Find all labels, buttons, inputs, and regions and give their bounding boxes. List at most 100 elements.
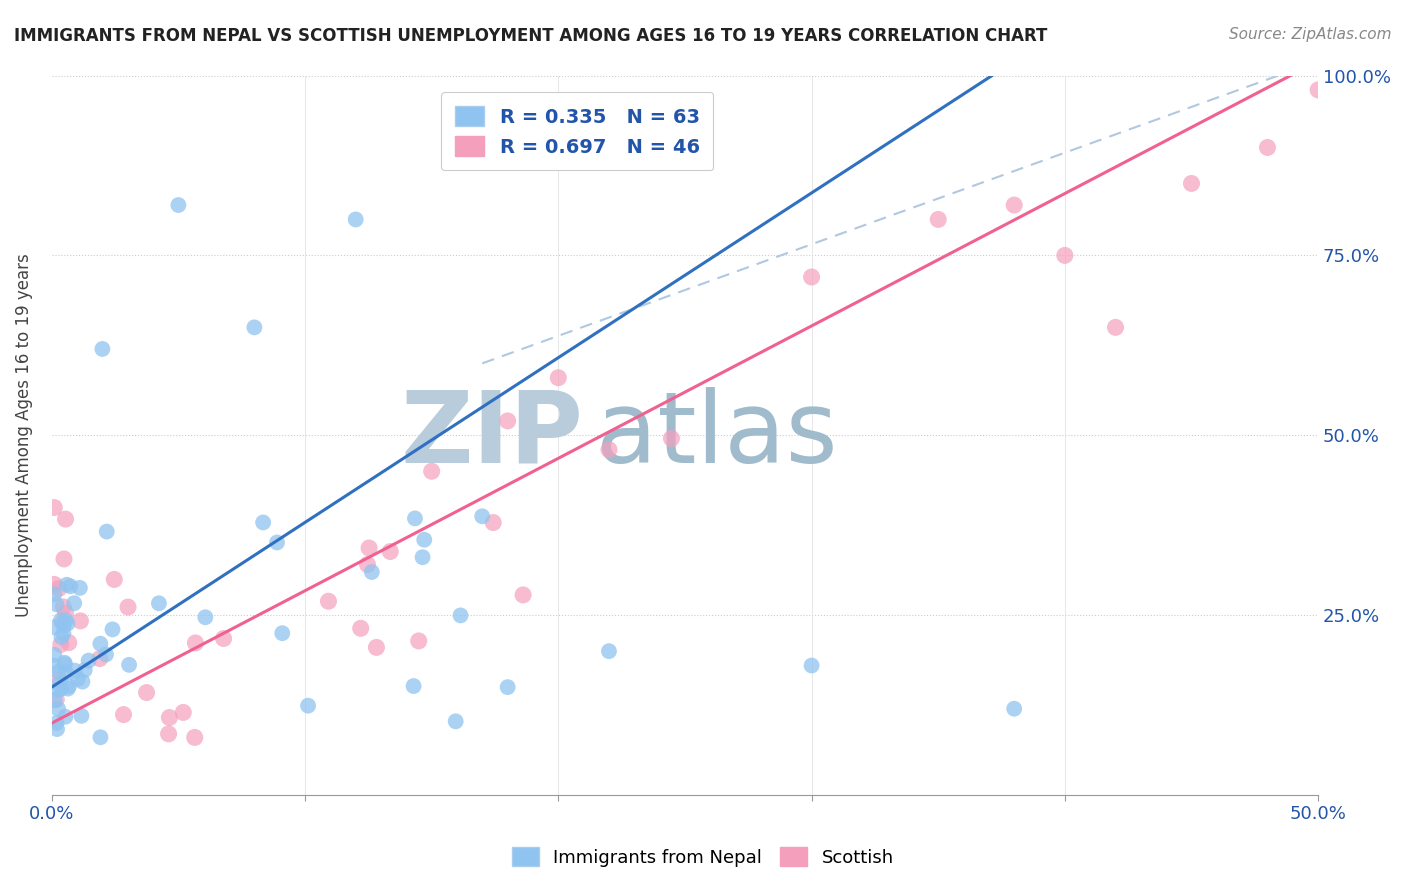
Point [48,665,70,679]
Point [53,657,76,672]
Legend: Immigrants from Nepal, Scottish: Immigrants from Nepal, Scottish [505,840,901,874]
Point [49,637,72,651]
Point [512,588,534,602]
Point [56,616,79,631]
Point [183,731,205,745]
Point [44,587,66,601]
Point [58,635,80,649]
Point [404,511,426,525]
Point [55,665,77,680]
Point [450,608,472,623]
Point [471,509,494,524]
Point [496,680,519,694]
Point [46,682,69,697]
Point [58,679,80,693]
Point [72,674,94,689]
Point [800,270,823,285]
Point [380,544,402,558]
Point [1180,177,1202,191]
Point [55,613,77,627]
Point [44,648,66,662]
Point [1308,83,1330,97]
Point [413,533,436,547]
Point [1002,198,1025,212]
Point [360,565,382,579]
Point [157,710,180,724]
Point [89,651,111,665]
Point [117,600,139,615]
Point [56,681,79,696]
Point [51,681,73,696]
Text: ZIP: ZIP [401,387,583,483]
Point [44,577,66,591]
Point [69,581,91,595]
Point [52,599,75,614]
Text: Source: ZipAtlas.com: Source: ZipAtlas.com [1229,27,1392,42]
Point [89,637,111,651]
Point [243,320,266,334]
Point [496,414,519,428]
Point [52,615,75,630]
Point [212,632,235,646]
Point [1104,320,1126,334]
Point [69,614,91,628]
Point [45,597,67,611]
Point [598,644,620,658]
Point [297,698,319,713]
Point [112,707,135,722]
Y-axis label: Unemployment Among Ages 16 to 19 years: Unemployment Among Ages 16 to 19 years [15,253,32,617]
Point [91,342,114,356]
Point [800,658,823,673]
Point [49,613,72,627]
Point [148,596,170,610]
Point [46,722,69,736]
Point [547,370,569,384]
Point [44,693,66,707]
Point [266,535,288,549]
Text: IMMIGRANTS FROM NEPAL VS SCOTTISH UNEMPLOYMENT AMONG AGES 16 TO 19 YEARS CORRELA: IMMIGRANTS FROM NEPAL VS SCOTTISH UNEMPL… [14,27,1047,45]
Point [252,516,274,530]
Point [44,500,66,515]
Point [94,648,117,662]
Point [1002,702,1025,716]
Point [46,702,69,716]
Point [45,715,67,730]
Point [101,623,124,637]
Point [184,636,207,650]
Point [73,663,96,677]
Point [44,620,66,634]
Point [63,664,86,678]
Point [318,594,340,608]
Point [53,656,76,670]
Point [444,714,467,729]
Point [172,706,194,720]
Point [89,731,111,745]
Point [344,212,367,227]
Point [52,618,75,632]
Text: atlas: atlas [596,387,838,483]
Point [48,676,70,690]
Point [194,610,217,624]
Point [63,596,86,610]
Point [118,657,141,672]
Point [48,673,70,687]
Point [96,524,118,539]
Point [53,552,76,566]
Point [482,516,505,530]
Legend: R = 0.335   N = 63, R = 0.697   N = 46: R = 0.335 N = 63, R = 0.697 N = 46 [441,93,713,170]
Point [350,621,373,635]
Point [271,626,294,640]
Point [55,578,77,592]
Point [1053,248,1076,262]
Point [359,541,381,555]
Point [77,654,100,668]
Point [408,634,430,648]
Point [55,512,77,526]
Point [103,573,125,587]
Point [927,212,949,227]
Point [1256,140,1278,154]
Point [366,640,388,655]
Point [55,710,77,724]
Point [157,727,180,741]
Point [44,658,66,673]
